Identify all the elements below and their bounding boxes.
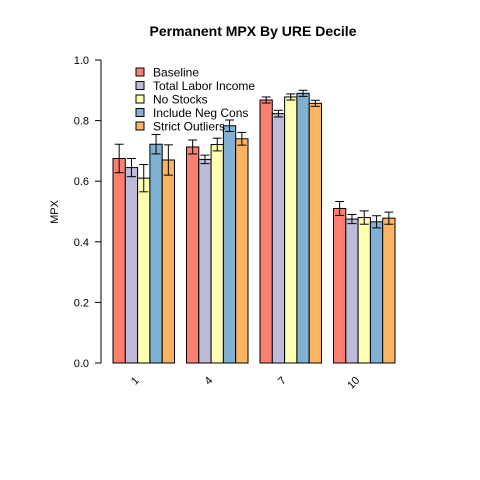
bar <box>345 218 359 364</box>
y-tick-label: 0.4 <box>74 237 89 249</box>
bar <box>271 113 286 364</box>
legend-swatch <box>135 81 145 90</box>
legend-swatch <box>135 67 145 77</box>
y-tick-label: 0.0 <box>74 358 89 370</box>
legend-label: Include Neg Cons <box>153 106 248 120</box>
y-tick-label: 1.0 <box>74 55 89 67</box>
bar <box>259 99 273 364</box>
bar <box>112 157 126 364</box>
y-tick-label: 0.6 <box>74 176 89 188</box>
chart-title: Permanent MPX By URE Decile <box>150 23 357 39</box>
bar <box>198 158 212 364</box>
y-axis-label: MPX <box>49 199 61 224</box>
y-tick-label: 0.2 <box>74 297 89 309</box>
bars-group <box>112 89 396 364</box>
bar <box>124 167 139 364</box>
bar <box>186 146 200 364</box>
bar <box>161 159 175 364</box>
x-tick-label: 1 <box>129 375 142 388</box>
legend-swatch <box>135 121 145 131</box>
bar <box>333 207 347 364</box>
bar <box>382 217 396 364</box>
legend-label: Total Labor Income <box>153 79 255 93</box>
bar <box>149 143 163 364</box>
bar <box>296 92 310 364</box>
bar <box>235 138 249 364</box>
x-tick-label: 10 <box>345 375 362 392</box>
legend-swatch <box>135 94 145 104</box>
bar <box>357 217 371 364</box>
legend-label: Strict Outliers <box>153 120 225 134</box>
legend-label: No Stocks <box>153 93 208 107</box>
bar <box>284 96 298 364</box>
x-tick-label: 7 <box>276 375 289 388</box>
y-tick-label: 0.8 <box>74 116 89 128</box>
x-tick-label: 4 <box>203 375 216 388</box>
legend-label: Baseline <box>153 66 199 80</box>
bar <box>308 102 323 364</box>
bar <box>222 125 237 364</box>
bar <box>210 144 224 364</box>
bar <box>369 221 384 364</box>
bar <box>137 177 151 364</box>
legend-swatch <box>135 108 145 117</box>
x-axis: 1 4 7 10 <box>129 375 362 392</box>
y-axis: 0.0 0.2 0.4 0.6 0.8 1.0 <box>74 55 102 370</box>
